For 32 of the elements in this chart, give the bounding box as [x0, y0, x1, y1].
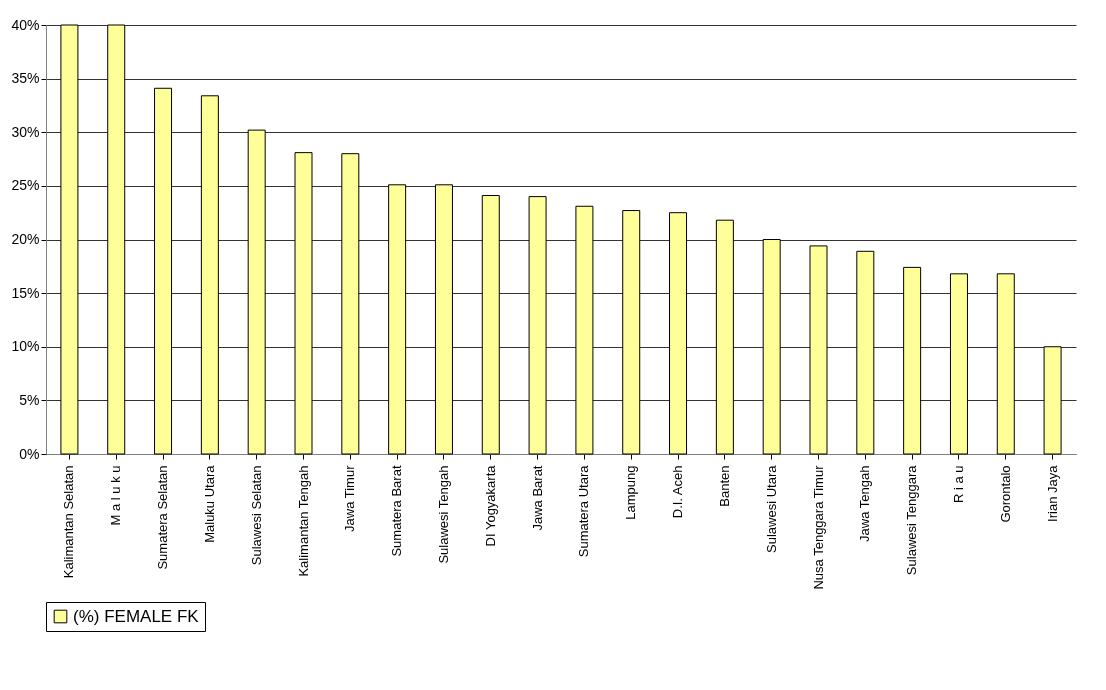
x-tick-label: Lampung [623, 465, 639, 520]
x-tick-label: Sumatera Utara [576, 464, 592, 558]
x-tick-label: Sumatera Barat [389, 465, 405, 557]
x-tick-label: Sulawesi Tenggara [904, 464, 920, 576]
y-tick-label: 40% [11, 16, 40, 33]
x-tick-label: Jawa Tengah [857, 465, 873, 542]
y-tick-label: 0% [19, 445, 40, 462]
x-tick-label: Kalimantan Selatan [61, 465, 77, 579]
x-tick-label: Jawa Timur [342, 464, 358, 532]
x-tick-label: Gorontalo [997, 465, 1013, 523]
x-tick-label: Banten [716, 465, 732, 507]
x-tick-label: Nusa Tenggara Timur [810, 464, 826, 590]
x-tick-label: R i a u [950, 465, 966, 504]
y-tick-label: 10% [11, 338, 40, 355]
y-tick-label: 35% [11, 70, 40, 87]
x-tick-label: Sulawesi Selatan [248, 465, 264, 566]
x-tick-label: Sumatera Selatan [155, 465, 171, 570]
y-tick-label: 5% [19, 391, 40, 408]
x-tick-label: Sulawesi Utara [763, 464, 779, 553]
y-tick-label: 20% [11, 231, 40, 247]
x-tick-label: Irian Jaya [1044, 464, 1060, 522]
y-tick-label: 15% [11, 284, 40, 301]
y-tick-label: 25% [11, 177, 40, 194]
x-tick-label: Sulawesi Tengah [435, 465, 451, 564]
x-tick-label: Maluku Utara [201, 464, 217, 543]
x-tick-label: M a l u k u [108, 465, 124, 526]
y-tick-label: 30% [11, 123, 40, 140]
x-tick-label: DI Yogyakarta [482, 464, 498, 547]
legend-label: (%) FEMALE FK [73, 606, 200, 626]
x-tick-label: D.I. Aceh [670, 465, 686, 519]
x-tick-label: Jawa Barat [529, 465, 545, 531]
x-tick-label: Kalimantan Tengah [295, 465, 311, 577]
